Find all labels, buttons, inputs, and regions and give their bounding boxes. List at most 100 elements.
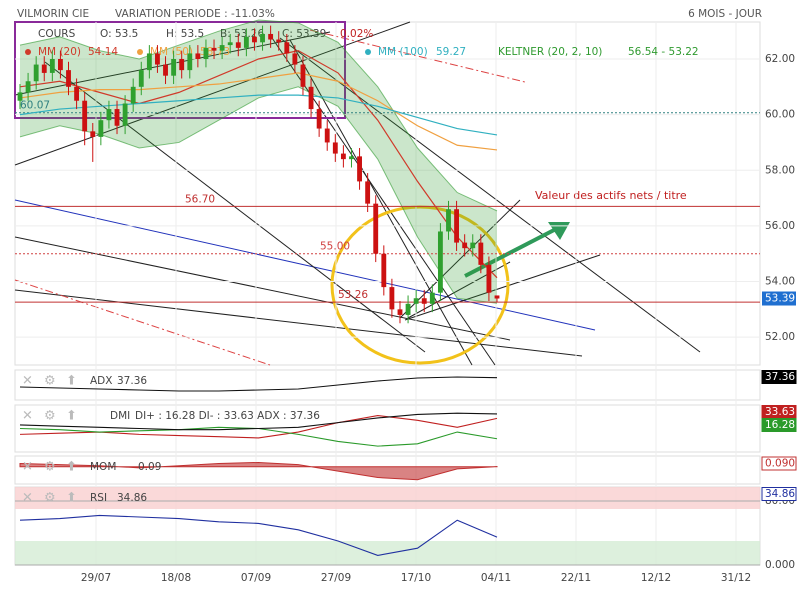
value-box	[761, 418, 797, 432]
trend-line	[14, 236, 511, 341]
panel-icon: ⬆	[66, 491, 77, 506]
y-tick-label: 58.00	[765, 164, 795, 176]
panel-icon: ⬆	[66, 460, 77, 475]
candle-body	[114, 109, 120, 126]
variation: VARIATION PERIODE : -11.03%	[115, 8, 275, 20]
candle-body	[486, 264, 492, 293]
legend-dot	[365, 49, 371, 55]
momentum-area	[19, 461, 498, 481]
candle-body	[454, 209, 460, 243]
panel-value: 34.86	[117, 492, 147, 504]
y-tick-label: 54.00	[765, 276, 795, 288]
candle-body	[381, 253, 387, 288]
legend-cours: COURS	[38, 28, 76, 40]
annotation: Valeur des actifs nets / titre	[535, 189, 687, 202]
candle-body	[332, 142, 338, 154]
period: 6 MOIS - JOUR	[688, 8, 762, 20]
candle-body	[268, 33, 274, 40]
value-label: 0.090	[765, 458, 795, 470]
candle-body	[357, 156, 362, 182]
band-fill	[20, 20, 497, 304]
candle-body	[187, 53, 193, 71]
arrow	[464, 227, 557, 278]
candle-body	[373, 203, 379, 254]
candle-body	[365, 181, 371, 204]
candle-body	[235, 42, 241, 48]
trend-line	[289, 39, 473, 366]
adx-panel	[14, 369, 761, 401]
indicator-line	[19, 376, 498, 392]
panel-icon: ⬆	[66, 374, 77, 389]
value-label: 33.63	[765, 406, 795, 418]
panel-value: 37.36	[117, 375, 147, 387]
legend-value: 59.27	[436, 46, 466, 58]
panel-icon: ✕	[22, 374, 33, 389]
x-tick-label: 18/08	[161, 572, 191, 584]
trend-line	[279, 37, 701, 353]
candle-body	[130, 86, 136, 104]
candle-body	[155, 53, 160, 65]
candle-body	[470, 242, 476, 249]
arrow-head	[548, 222, 570, 240]
y-tick-label: 52.00	[765, 331, 795, 343]
panel-icon: ⚙	[44, 491, 56, 506]
value-box	[761, 456, 797, 471]
panel-icon: ✕	[22, 491, 33, 506]
y-tick-label: 0.000	[765, 559, 795, 571]
panel-icon: ✕	[22, 460, 33, 475]
y-tick-label: 60.00	[765, 109, 795, 121]
value-box	[761, 370, 797, 384]
selection-box	[14, 21, 346, 119]
candle-body	[146, 53, 152, 71]
oversold-zone	[15, 541, 760, 565]
value-box	[761, 487, 797, 501]
panel-title: MOM	[90, 461, 116, 473]
y-tick-label: 56.00	[765, 220, 795, 232]
candle-body	[179, 58, 185, 71]
candle-body	[171, 58, 177, 76]
ma-line	[19, 50, 498, 279]
level-label: 56.70	[185, 193, 215, 205]
candle-body	[49, 58, 55, 73]
indicator-line	[19, 412, 498, 431]
legend-value: 56.54 - 53.22	[628, 46, 699, 58]
candle-body	[324, 128, 330, 143]
x-tick-label: 31/12	[721, 572, 751, 584]
candle-body	[349, 156, 354, 160]
candle-body	[90, 131, 96, 137]
candle-body	[405, 303, 411, 315]
value-label: 16.28	[765, 419, 795, 431]
candle-body	[340, 153, 346, 160]
panel-title: RSI	[90, 492, 107, 504]
candle-body	[389, 287, 395, 310]
candle-body	[397, 309, 403, 315]
candle-body	[429, 292, 435, 304]
panel-icon: ⬆	[66, 409, 77, 424]
candle-body	[17, 92, 23, 101]
candle-body	[106, 109, 112, 121]
x-tick-label: 27/09	[321, 572, 351, 584]
candle-body	[276, 39, 282, 43]
candle-body	[98, 120, 104, 137]
candle-body	[284, 42, 290, 54]
x-tick-label: 04/11	[481, 572, 511, 584]
candle-body	[227, 42, 233, 46]
legend-name: KELTNER (20, 2, 10)	[498, 46, 602, 58]
candle-body	[203, 47, 209, 59]
value-label: 37.36	[765, 371, 795, 383]
panel-icon: ⚙	[44, 409, 56, 424]
overbought-zone	[15, 487, 760, 509]
candle-body	[41, 64, 47, 73]
last-price-label: 53.39	[765, 293, 795, 305]
legend-dot	[25, 49, 31, 55]
band-line	[19, 19, 498, 212]
candle-body	[437, 231, 443, 293]
highlight-ellipse	[330, 205, 510, 365]
candle-body	[462, 242, 468, 249]
candle-body	[195, 53, 201, 59]
indicator-line	[19, 514, 498, 556]
panel-value: 0.09	[138, 461, 161, 473]
legend-name: MM (100)	[378, 46, 428, 58]
candle-body	[211, 47, 217, 51]
